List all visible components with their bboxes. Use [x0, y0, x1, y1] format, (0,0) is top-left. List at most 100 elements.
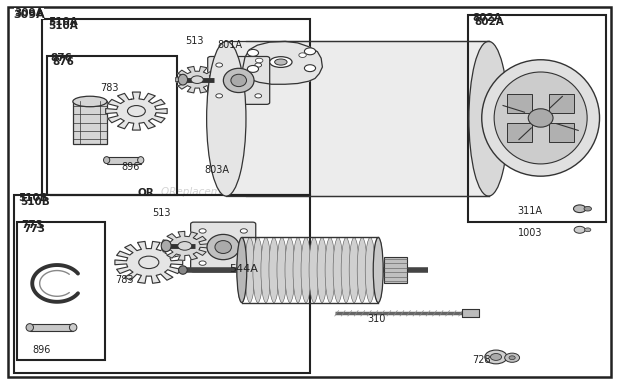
- Circle shape: [584, 206, 591, 211]
- Ellipse shape: [179, 266, 187, 274]
- Ellipse shape: [325, 237, 335, 303]
- Ellipse shape: [357, 237, 367, 303]
- Ellipse shape: [69, 324, 77, 331]
- Text: 510A: 510A: [48, 21, 78, 31]
- Ellipse shape: [285, 237, 295, 303]
- Circle shape: [490, 354, 502, 360]
- Text: 309A: 309A: [14, 8, 44, 18]
- Ellipse shape: [528, 109, 553, 127]
- Text: OReplacement Parts.com: OReplacement Parts.com: [161, 187, 293, 196]
- Circle shape: [128, 106, 145, 116]
- Ellipse shape: [309, 237, 319, 303]
- Bar: [384, 257, 407, 283]
- Bar: [42, 19, 310, 195]
- Ellipse shape: [469, 41, 508, 196]
- Circle shape: [255, 58, 263, 63]
- Bar: [73, 101, 107, 144]
- Text: OR: OR: [137, 188, 154, 198]
- Text: 310: 310: [367, 314, 386, 324]
- Ellipse shape: [26, 324, 33, 331]
- Text: 876: 876: [51, 53, 73, 63]
- Text: 801A: 801A: [217, 40, 242, 50]
- Circle shape: [139, 256, 159, 268]
- Ellipse shape: [73, 96, 107, 107]
- Ellipse shape: [365, 237, 375, 303]
- Circle shape: [216, 63, 223, 67]
- Circle shape: [509, 356, 515, 360]
- Ellipse shape: [207, 234, 239, 260]
- Bar: [468, 15, 606, 222]
- Circle shape: [505, 353, 520, 362]
- Circle shape: [247, 49, 259, 56]
- Circle shape: [304, 48, 316, 55]
- Polygon shape: [161, 231, 208, 260]
- Circle shape: [241, 229, 247, 233]
- FancyBboxPatch shape: [208, 56, 270, 104]
- Ellipse shape: [245, 237, 255, 303]
- Bar: [507, 94, 532, 113]
- Polygon shape: [115, 241, 183, 283]
- Ellipse shape: [223, 68, 254, 93]
- Bar: [549, 123, 574, 142]
- Text: 510B: 510B: [19, 193, 48, 203]
- Text: 513: 513: [185, 36, 203, 46]
- Ellipse shape: [482, 60, 600, 176]
- Ellipse shape: [215, 241, 231, 254]
- Text: 896: 896: [121, 162, 140, 172]
- Circle shape: [178, 242, 192, 250]
- Ellipse shape: [494, 72, 587, 164]
- Circle shape: [585, 228, 591, 232]
- Polygon shape: [242, 41, 322, 84]
- Circle shape: [216, 94, 223, 98]
- Ellipse shape: [317, 237, 327, 303]
- Bar: [30, 324, 73, 331]
- Text: 513: 513: [152, 208, 171, 218]
- Ellipse shape: [277, 237, 287, 303]
- Polygon shape: [175, 66, 219, 93]
- Ellipse shape: [237, 237, 247, 303]
- Bar: [226, 41, 489, 196]
- Ellipse shape: [341, 237, 351, 303]
- Text: 311A: 311A: [518, 206, 542, 216]
- Ellipse shape: [373, 237, 383, 303]
- Circle shape: [241, 261, 247, 265]
- Circle shape: [255, 63, 262, 67]
- Text: 510A: 510A: [48, 17, 78, 27]
- Bar: [462, 309, 479, 317]
- Text: 510B: 510B: [20, 197, 50, 207]
- Ellipse shape: [179, 74, 187, 85]
- Circle shape: [247, 65, 259, 72]
- FancyBboxPatch shape: [191, 222, 255, 272]
- Bar: [14, 195, 310, 373]
- Polygon shape: [105, 92, 167, 130]
- Ellipse shape: [253, 237, 263, 303]
- Ellipse shape: [138, 157, 144, 164]
- Bar: [549, 94, 574, 113]
- Text: 783: 783: [100, 83, 119, 93]
- Ellipse shape: [333, 237, 343, 303]
- Text: 309A: 309A: [14, 10, 45, 20]
- Ellipse shape: [261, 237, 271, 303]
- Circle shape: [304, 65, 316, 72]
- Ellipse shape: [269, 237, 279, 303]
- Ellipse shape: [206, 41, 246, 196]
- Circle shape: [199, 229, 206, 233]
- Circle shape: [485, 350, 507, 364]
- Text: 773: 773: [22, 220, 43, 230]
- Bar: [107, 157, 141, 164]
- Ellipse shape: [275, 59, 287, 65]
- Ellipse shape: [161, 240, 171, 252]
- Text: 803A: 803A: [205, 165, 229, 175]
- Circle shape: [574, 205, 586, 213]
- Ellipse shape: [293, 237, 303, 303]
- Bar: [17, 222, 105, 360]
- Ellipse shape: [349, 237, 359, 303]
- Text: 802A: 802A: [474, 17, 504, 27]
- Ellipse shape: [270, 57, 292, 67]
- Circle shape: [574, 226, 585, 233]
- Ellipse shape: [231, 74, 247, 87]
- Ellipse shape: [104, 157, 110, 164]
- Circle shape: [191, 76, 203, 83]
- Text: 896: 896: [33, 345, 51, 355]
- Text: 802A: 802A: [472, 13, 502, 23]
